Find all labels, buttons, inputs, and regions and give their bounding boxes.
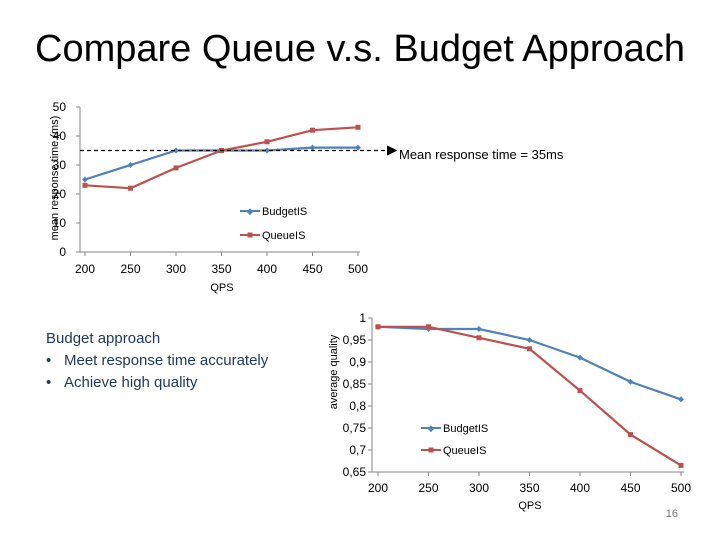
response-y-tick-label: 20 <box>53 187 67 201</box>
response-point-budgetis <box>82 176 88 183</box>
quality-x-tick-label: 450 <box>620 481 640 495</box>
quality-legend: ◆ BudgetIS QueueIS <box>421 423 488 457</box>
bullet-item: • Achieve high quality <box>46 372 268 394</box>
quality-chart: average quality 0,65 0,7 0,75 0,8 0,85 0,9 0,9… <box>328 311 691 512</box>
legend-queue-marker <box>247 232 253 238</box>
bullet-text: Achieve high quality <box>64 374 198 391</box>
response-point-queueis <box>173 165 179 171</box>
response-x-tick-label: 250 <box>120 262 140 276</box>
response-point-budgetis <box>309 144 316 151</box>
quality-x-tick-label: 400 <box>570 481 590 495</box>
response-point-budgetis <box>127 162 134 168</box>
page-number: 16 <box>665 508 678 520</box>
response-point-queueis <box>128 185 133 191</box>
response-y-tick-label: 10 <box>53 216 67 230</box>
response-point-queueis <box>264 139 270 145</box>
quality-y-tick-label: 0,75 <box>343 421 367 435</box>
response-y-tick-label: 0 <box>59 245 66 259</box>
quality-x-tick-label: 200 <box>368 481 388 495</box>
quality-x-tick-label: 500 <box>671 481 691 495</box>
response-y-axis-label-group: mean response time (ms) <box>49 116 61 241</box>
bullet-item: • Meet response time accurately <box>46 350 268 372</box>
response-y-tick-label: 30 <box>53 158 67 172</box>
quality-y-tick-label: 0,8 <box>349 399 366 413</box>
slide-title: Compare Queue v.s. Budget Approach <box>35 28 685 70</box>
legend-budget-label: BudgetIS <box>262 206 307 218</box>
quality-y-axis-label: average quality <box>328 334 340 409</box>
legend-queue-label: QueueIS <box>262 230 305 242</box>
bullet-dot: • <box>46 374 52 391</box>
quality-y-tick-label: 0,7 <box>349 443 366 457</box>
response-point-queueis <box>310 127 315 133</box>
response-x-tick-label: 350 <box>211 262 231 276</box>
quality-x-tick-label: 250 <box>418 481 438 495</box>
quality-point-queueis <box>628 432 633 438</box>
quality-point-budgetis <box>678 396 684 403</box>
quality-point-queueis <box>426 324 431 330</box>
response-point-budgetis <box>173 147 179 154</box>
legend-budget-marker: ◆ <box>247 206 254 216</box>
response-y-tick-label: 40 <box>53 129 67 143</box>
response-y-axis-label: mean response time (ms) <box>49 116 61 241</box>
response-x-tick-label: 400 <box>257 262 277 276</box>
legend-budget-label-2: BudgetIS <box>443 423 488 435</box>
quality-y-tick-label: 0,9 <box>349 355 366 369</box>
quality-x-tick-label: 300 <box>469 481 489 495</box>
response-point-budgetis <box>264 147 270 154</box>
response-x-tick-label: 450 <box>302 262 322 276</box>
quality-y-tick-label: 0,95 <box>343 333 367 347</box>
response-series-line-queueis <box>84 126 359 190</box>
quality-x-tick-label: 350 <box>519 481 539 495</box>
legend-budget-marker-2: ◆ <box>428 423 435 433</box>
quality-point-budgetis <box>526 337 533 343</box>
bullet-list: Budget approach • Meet response time accu… <box>46 328 268 394</box>
response-x-axis-label: QPS <box>210 282 233 294</box>
mean-response-annotation: Mean response time = 35ms <box>399 147 564 162</box>
response-point-queueis <box>355 124 361 130</box>
bullet-text: Meet response time accurately <box>64 352 269 369</box>
response-x-tick-label: 200 <box>75 262 95 276</box>
quality-y-tick-label: 0,85 <box>343 377 367 391</box>
response-point-budgetis <box>355 144 361 151</box>
response-time-chart: mean response time (ms) 0 10 20 30 40 50 200 2… <box>49 100 564 294</box>
response-point-queueis <box>82 182 88 188</box>
quality-point-queueis <box>577 388 583 394</box>
quality-point-budgetis <box>627 378 634 385</box>
quality-point-queueis <box>527 346 532 352</box>
response-y-tick-label: 50 <box>53 100 67 114</box>
bullet-heading: Budget approach <box>46 330 161 347</box>
response-legend: ◆ BudgetIS QueueIS <box>240 206 307 242</box>
quality-x-axis-label: QPS <box>518 500 541 512</box>
bullet-dot: • <box>46 352 52 369</box>
quality-y-tick-label: 0,65 <box>343 465 367 479</box>
response-x-tick-label: 300 <box>166 262 186 276</box>
quality-point-budgetis <box>577 354 583 361</box>
quality-point-queueis <box>476 335 482 341</box>
quality-point-queueis <box>678 462 684 468</box>
quality-y-tick-label: 1 <box>359 311 366 325</box>
quality-point-queueis <box>375 324 381 330</box>
quality-point-budgetis <box>476 326 482 332</box>
response-x-tick-label: 500 <box>348 262 368 276</box>
legend-queue-marker-2 <box>428 447 434 453</box>
legend-queue-label-2: QueueIS <box>443 445 486 457</box>
